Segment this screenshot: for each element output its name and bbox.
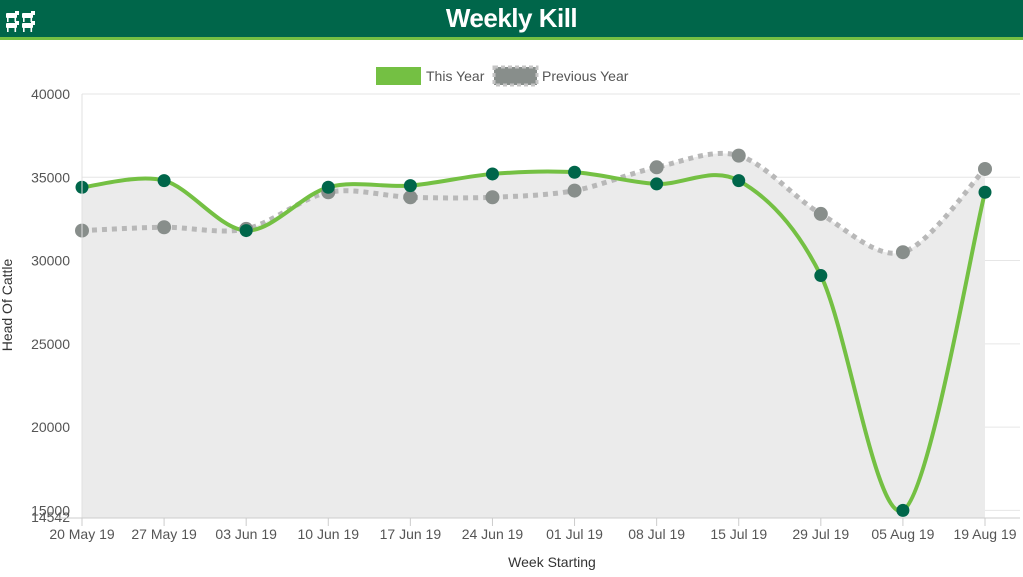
cattle-icon: [6, 11, 35, 32]
legend-label-this-year: This Year: [426, 68, 485, 84]
x-tick-label: 19 Aug 19: [953, 526, 1016, 542]
y-tick-label: 35000: [31, 169, 70, 185]
x-tick-label: 24 Jun 19: [462, 526, 524, 542]
area-layer: [82, 153, 985, 519]
previous-year-area: [82, 153, 985, 519]
legend-swatch-previous-year: [494, 67, 537, 85]
this-year-point: [239, 224, 253, 238]
x-tick-label: 10 Jun 19: [298, 526, 360, 542]
previous-year-point: [567, 183, 582, 198]
x-axis-title: Week Starting: [508, 554, 596, 570]
y-tick-label: 15000: [31, 502, 70, 518]
previous-year-point: [157, 220, 172, 235]
this-year-point: [321, 180, 335, 194]
this-year-point: [896, 503, 910, 517]
previous-year-point: [485, 190, 500, 205]
this-year-point: [650, 177, 664, 191]
this-year-point: [732, 174, 746, 188]
page-title: Weekly Kill: [445, 3, 578, 33]
x-tick-label: 20 May 19: [49, 526, 115, 542]
y-tick-label: 25000: [31, 336, 70, 352]
x-tick-label: 01 Jul 19: [546, 526, 603, 542]
y-tick-label: 40000: [31, 86, 70, 102]
x-tick-label: 27 May 19: [131, 526, 197, 542]
legend-item-previous-year[interactable]: Previous Year: [492, 65, 629, 87]
this-year-point: [814, 269, 828, 283]
legend: This Year Previous Year: [376, 65, 629, 87]
previous-year-point: [813, 206, 828, 221]
previous-year-point: [895, 245, 910, 260]
legend-item-this-year[interactable]: This Year: [376, 67, 485, 85]
x-tick-label: 05 Aug 19: [871, 526, 934, 542]
y-min-label: 14542: [31, 509, 70, 525]
previous-year-point: [649, 160, 664, 175]
this-year-point: [157, 174, 171, 188]
legend-label-previous-year: Previous Year: [542, 68, 629, 84]
previous-year-point: [403, 190, 418, 205]
this-year-point: [485, 167, 499, 181]
this-year-point: [568, 165, 582, 179]
legend-swatch-this-year: [376, 67, 421, 85]
x-tick-label: 29 Jul 19: [792, 526, 849, 542]
legend-swatch-border: [492, 65, 539, 87]
y-tick-label: 30000: [31, 253, 70, 269]
previous-year-point: [978, 161, 992, 176]
previous-year-point: [731, 148, 746, 163]
x-tick-label: 15 Jul 19: [710, 526, 767, 542]
this-year-point: [978, 185, 992, 199]
y-axis-title: Head Of Cattle: [0, 258, 15, 351]
x-tick-label: 03 Jun 19: [215, 526, 277, 542]
this-year-point: [403, 179, 417, 193]
header-bar: Weekly Kill: [0, 0, 1023, 40]
marker-layer: [75, 148, 992, 517]
y-tick-label: 20000: [31, 419, 70, 435]
x-tick-label: 17 Jun 19: [380, 526, 442, 542]
x-tick-label: 08 Jul 19: [628, 526, 685, 542]
